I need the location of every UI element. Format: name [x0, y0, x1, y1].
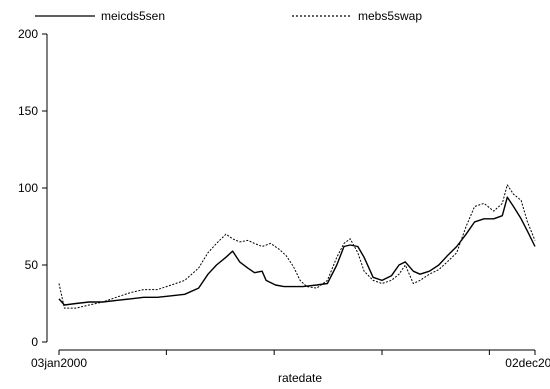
x-axis: 03jan2000 02dec2002: [31, 349, 550, 370]
y-tick-label: 150: [18, 104, 38, 118]
y-tick-label: 100: [18, 181, 38, 195]
series-line-mebs5swap: [58, 184, 536, 309]
x-tick-label: 02dec2002: [505, 356, 550, 370]
x-axis-title: ratedate: [278, 371, 322, 385]
x-tick-label: 03jan2000: [31, 356, 87, 370]
y-tick-label: 50: [25, 258, 39, 272]
y-axis: 0 50 100 150 200: [18, 27, 48, 349]
legend-label-mebs5swap: mebs5swap: [358, 9, 422, 23]
legend: meicds5sen mebs5swap: [35, 9, 422, 23]
legend-label-meicds5sen: meicds5sen: [101, 9, 165, 23]
y-tick-label: 0: [31, 335, 38, 349]
y-tick-label: 200: [18, 27, 38, 41]
plot-area: [58, 184, 536, 309]
series-line-meicds5sen: [58, 196, 536, 306]
